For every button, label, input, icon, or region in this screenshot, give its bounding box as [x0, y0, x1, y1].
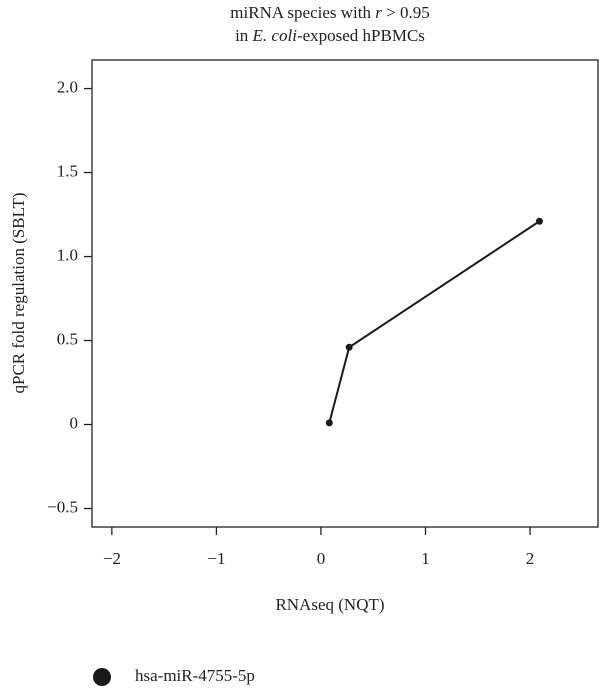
legend-label: hsa-miR-4755-5p	[135, 666, 255, 685]
data-point	[535, 217, 543, 225]
title-text: -exposed hPBMCs	[297, 26, 425, 45]
series-line	[328, 220, 541, 424]
chart-title: in E. coli-exposed hPBMCs	[235, 26, 425, 45]
title-text: E. coli	[252, 26, 298, 45]
title-text: r	[375, 3, 382, 22]
x-tick-label: −1	[207, 549, 225, 568]
x-tick-label: 1	[421, 549, 430, 568]
y-tick-label: 1.5	[57, 161, 78, 180]
x-tick-label: 2	[526, 549, 535, 568]
data-point	[325, 419, 333, 427]
y-axis-label: qPCR fold regulation (SBLT)	[9, 192, 28, 393]
legend-marker	[93, 668, 111, 686]
y-tick-label: 0	[70, 413, 79, 432]
y-tick-label: 0.5	[57, 329, 78, 348]
x-tick-label: 0	[317, 549, 326, 568]
y-tick-label: −0.5	[47, 497, 78, 516]
chart-title: miRNA species with r > 0.95	[230, 3, 429, 22]
title-text: in	[235, 26, 252, 45]
y-tick-label: 1.0	[57, 245, 78, 264]
data-point	[345, 343, 353, 351]
plot-frame	[91, 59, 599, 528]
title-text: > 0.95	[382, 3, 430, 22]
x-axis-label: RNAseq (NQT)	[275, 595, 384, 614]
x-tick-label: −2	[103, 549, 121, 568]
title-text: miRNA species with	[230, 3, 375, 22]
y-tick-label: 2.0	[57, 77, 78, 96]
